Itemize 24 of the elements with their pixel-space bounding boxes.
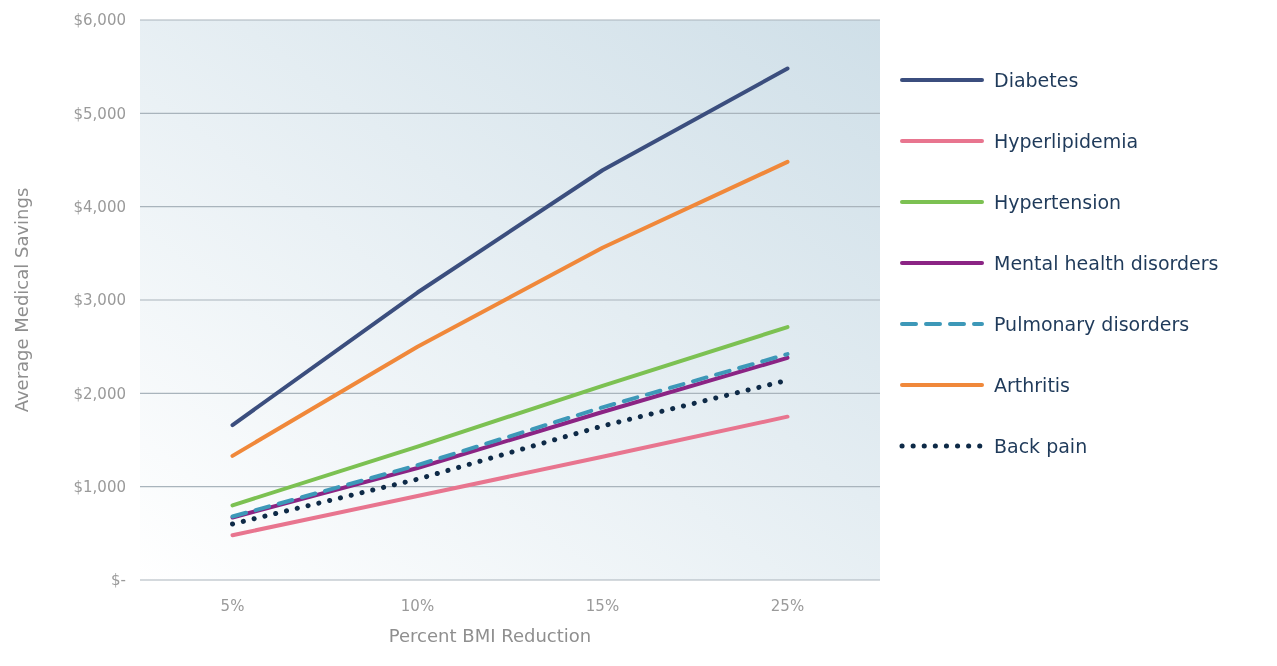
legend-label: Mental health disorders [994,251,1219,274]
legend-label: Diabetes [994,68,1079,91]
legend-label: Hypertension [994,190,1122,213]
x-tick-label: 25% [770,597,805,615]
y-tick-label: $4,000 [73,197,126,216]
y-tick-label: $2,000 [73,384,126,403]
legend-label: Pulmonary disorders [994,312,1190,335]
y-tick-label: $5,000 [73,104,126,123]
legend-label: Back pain [994,434,1088,457]
y-tick-label: $- [111,571,126,590]
legend-label: Arthritis [994,373,1071,396]
line-series [230,414,790,538]
legend-label: Hyperlipidemia [994,129,1139,152]
line-series [230,159,790,458]
y-tick-label: $3,000 [73,291,126,310]
x-tick-label: 5% [220,597,245,615]
x-tick-label: 10% [400,597,435,615]
line-series [230,66,790,428]
x-axis-title: Percent BMI Reduction [388,625,592,646]
y-axis-title: Average Medical Savings [11,187,32,413]
line-series [230,325,790,508]
y-tick-label: $1,000 [73,477,126,496]
x-tick-label: 15% [585,597,620,615]
y-tick-label: $6,000 [73,11,126,30]
